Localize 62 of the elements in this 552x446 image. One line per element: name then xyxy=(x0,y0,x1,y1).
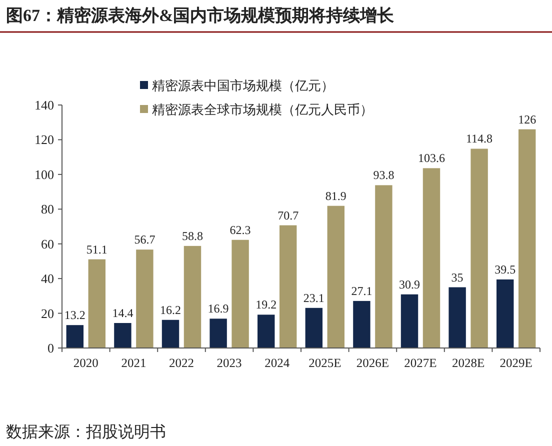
data-label: 23.1 xyxy=(303,290,324,305)
data-label: 62.3 xyxy=(230,222,251,237)
bar xyxy=(66,325,84,348)
bar xyxy=(375,185,392,348)
data-label: 13.2 xyxy=(64,308,86,322)
x-tick-label: 2026E xyxy=(356,356,390,370)
data-label: 126 xyxy=(518,112,536,126)
bar xyxy=(448,287,466,348)
data-label: 19.2 xyxy=(256,298,277,312)
y-tick-label: 20 xyxy=(41,306,54,321)
y-tick-label: 0 xyxy=(48,340,54,356)
legend-label: 精密源表全球市场规模（亿元人民币） xyxy=(152,102,373,117)
bar xyxy=(353,300,370,348)
data-label: 30.9 xyxy=(399,277,420,292)
data-label: 16.2 xyxy=(160,302,182,317)
x-tick-label: 2022 xyxy=(169,356,194,370)
bar xyxy=(258,314,275,348)
bar xyxy=(400,294,418,348)
bar xyxy=(162,320,180,348)
bar xyxy=(136,250,154,348)
bar xyxy=(88,259,106,348)
data-label: 51.1 xyxy=(86,242,108,256)
x-tick-label: 2020 xyxy=(73,356,98,370)
bar xyxy=(114,323,132,348)
x-tick-label: 2028E xyxy=(452,356,485,370)
x-tick-label: 2024 xyxy=(264,356,290,370)
x-tick-label: 2025E xyxy=(308,356,342,370)
x-tick-label: 2027E xyxy=(404,356,438,370)
bar xyxy=(232,240,249,348)
legend-label: 精密源表中国市场规模（亿元） xyxy=(152,78,334,93)
y-tick-label: 140 xyxy=(34,98,54,112)
bar xyxy=(210,318,227,348)
data-label: 39.5 xyxy=(494,262,516,276)
data-label: 81.9 xyxy=(325,188,346,203)
x-tick-label: 2021 xyxy=(121,356,146,370)
data-label: 70.7 xyxy=(278,208,299,222)
bar xyxy=(470,148,488,348)
data-label: 35 xyxy=(451,270,464,284)
bar xyxy=(305,308,323,348)
data-label: 93.8 xyxy=(373,168,394,182)
source-note: 数据来源：招股说明书 xyxy=(6,423,166,441)
bar xyxy=(327,206,344,348)
data-label: 114.8 xyxy=(466,132,493,146)
x-tick-label: 2023 xyxy=(216,356,242,370)
bar xyxy=(279,225,297,348)
x-tick-label: 2029E xyxy=(500,356,533,370)
chart-title: 图67：精密源表海外&国内市场规模预期将持续增长 xyxy=(6,6,396,25)
data-label: 14.4 xyxy=(112,306,134,320)
y-tick-label: 60 xyxy=(41,236,54,252)
y-tick-label: 120 xyxy=(34,132,54,148)
data-label: 16.9 xyxy=(208,302,229,316)
data-label: 103.6 xyxy=(418,151,445,166)
bar xyxy=(184,246,202,348)
data-label: 27.1 xyxy=(351,284,372,298)
y-tick-label: 100 xyxy=(34,166,54,182)
bar xyxy=(496,279,514,348)
y-tick-label: 80 xyxy=(41,202,54,217)
data-label: 58.8 xyxy=(182,228,203,243)
bar xyxy=(518,129,536,348)
y-tick-label: 40 xyxy=(41,271,54,286)
data-label: 56.7 xyxy=(134,232,156,247)
bar xyxy=(422,168,440,348)
